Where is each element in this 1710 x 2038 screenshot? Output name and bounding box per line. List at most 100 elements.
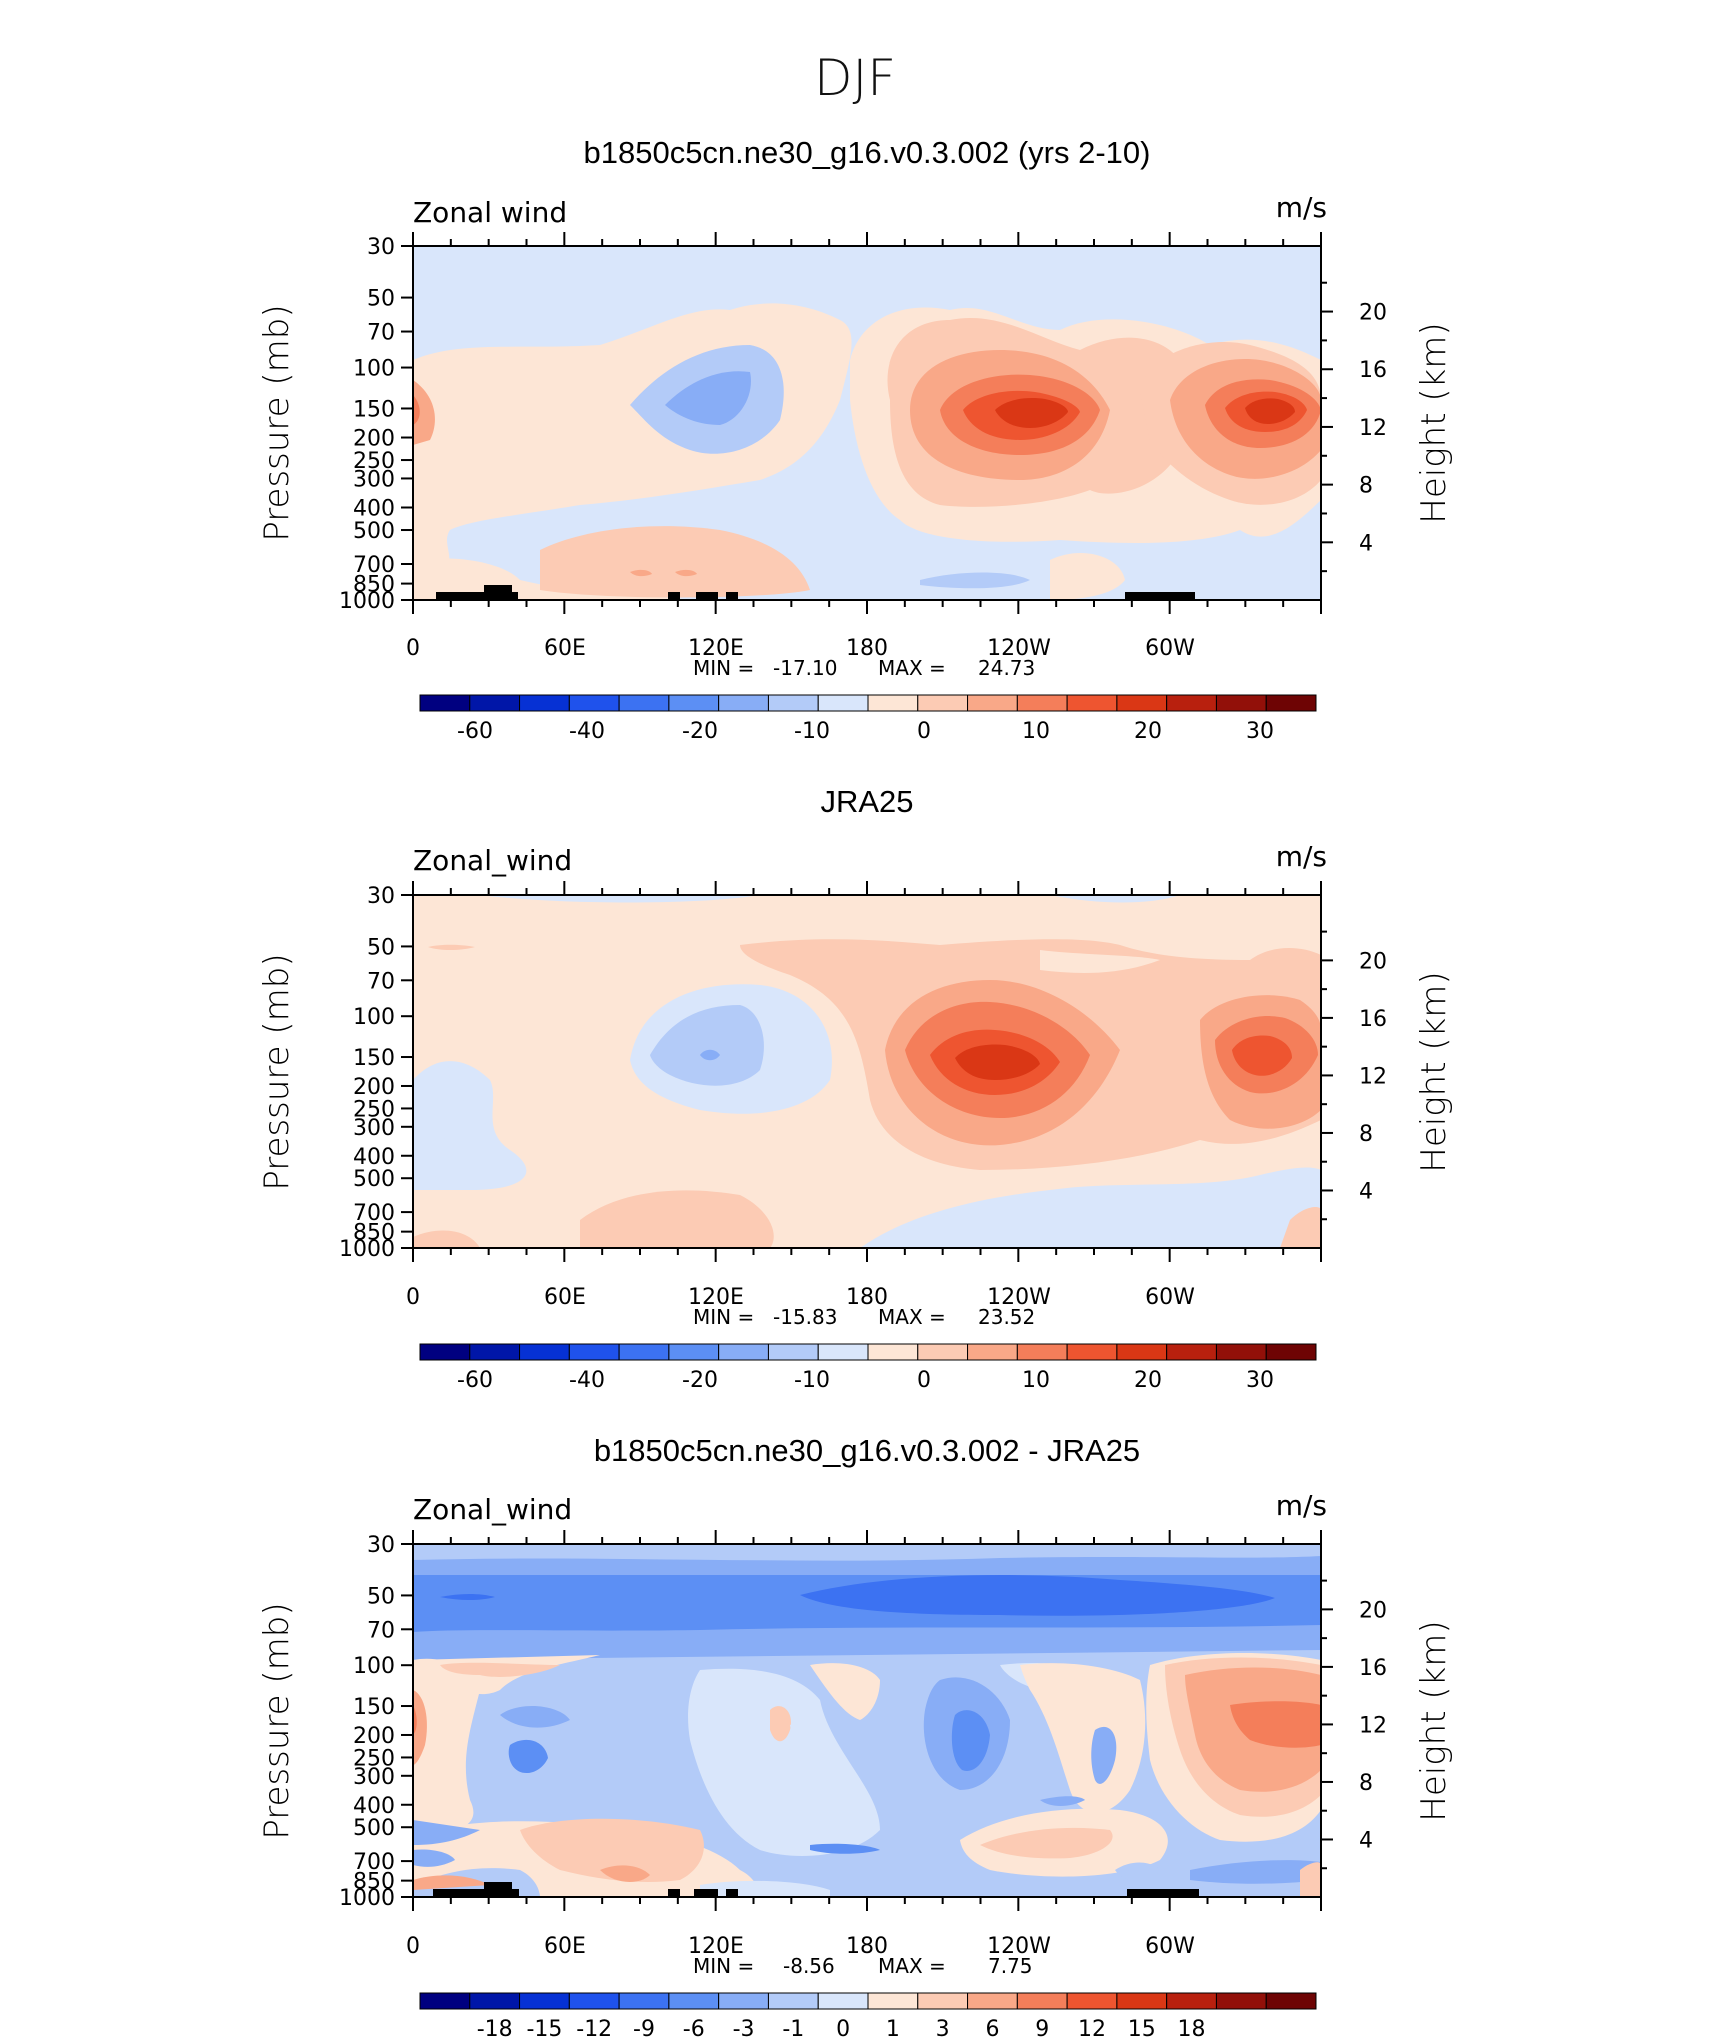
colorbar-label: -3 [733,2017,755,2038]
x-tick-marks [412,1530,1322,1911]
colorbar-swatch [967,1343,1018,1361]
colorbar-swatch [917,694,969,712]
y-tick-label: 700 [353,1850,395,1875]
variable-label: Zonal wind [413,196,567,229]
x-tick-label: 60W [1145,1285,1195,1310]
colorbar-swatch [1166,1343,1217,1361]
colorbar-swatch [1265,1992,1317,2010]
y-tick-marks [401,894,413,1249]
colorbar-label: -12 [576,2017,612,2038]
colorbar-swatch [469,1992,521,2010]
colorbar-swatch [1116,1343,1168,1361]
colorbar-swatch [568,1992,620,2010]
y-tick-label: 850 [353,1221,395,1246]
y-axis-height: 20 16 12 8 4 Height (km) [1321,930,1454,1221]
y-tick-label: 70 [367,969,395,994]
y-tick-label: 400 [353,1145,395,1170]
y-tick-label: 300 [353,1116,395,1141]
y-tick-label: 150 [353,1695,395,1720]
y-tick-label: 400 [353,1794,395,1819]
x-tick-marks [412,232,1322,614]
colorbar-label: -6 [683,2017,705,2038]
colorbar-label: -15 [526,2017,562,2038]
y2-tick-labels: 20 16 12 8 4 [1359,1598,1387,1853]
y2-tick-label: 8 [1359,474,1373,499]
y-tick-label: 1000 [339,1237,395,1262]
y2-tick-label: 4 [1359,1179,1373,1204]
colorbar-swatch [917,1343,969,1361]
page-title: DJF [814,49,896,107]
colorbar-swatch [668,694,720,712]
colorbar-label: 18 [1178,2017,1206,2038]
x-tick-label: 60E [544,636,586,661]
colorbar-swatch [817,694,869,712]
y-tick-label: 150 [353,397,395,422]
max-value: 23.52 [978,1305,1035,1329]
max-label: MAX = [878,1305,946,1329]
y2-axis-label: Height (km) [1414,971,1454,1172]
x-tick-label: 120E [688,1285,744,1310]
colorbar-swatch [718,694,769,712]
y2-tick-label: 20 [1359,1598,1387,1623]
y2-tick-label: 16 [1359,1656,1387,1681]
y2-tick-labels: 20 16 12 8 4 [1359,301,1387,557]
units-label: m/s [1276,1489,1327,1522]
colorbar-label: -40 [569,1368,605,1393]
colorbar-swatch [1066,694,1118,712]
colorbar-label: 10 [1022,1368,1050,1393]
y-tick-marks [401,1543,413,1898]
contour-field [413,1544,1321,1897]
y2-tick-label: 12 [1359,1713,1387,1738]
y2-tick-labels: 20 16 12 8 4 [1359,949,1387,1204]
y-axis-label: Pressure (mb) [257,304,297,541]
colorbar-swatch [1215,694,1267,712]
x-tick-label: 180 [846,636,888,661]
colorbar-swatch [867,1343,919,1361]
y2-tick-label: 16 [1359,1007,1387,1032]
colorbar-label: 6 [985,2017,999,2038]
colorbar-label: 1 [886,2017,900,2038]
y2-tick-label: 12 [1359,416,1387,441]
y-tick-label: 250 [353,1097,395,1122]
colorbar-labels: -18 -15 -12 -9 -6 -3 -1 0 1 3 6 9 12 15 18 [477,2017,1206,2038]
x-tick-label: 120E [688,1934,744,1959]
colorbar-swatch [767,694,819,712]
x-tick-label: 120W [987,1934,1051,1959]
x-tick-label: 60W [1145,636,1195,661]
y-tick-label: 700 [353,1201,395,1226]
y-axis-label: Pressure (mb) [257,953,297,1190]
colorbar-swatch [1016,1992,1068,2010]
x-axis: 0 60E 120E 180 120W 60W [406,232,1322,661]
colorbar-swatch [718,1343,769,1361]
colorbar-swatch [1016,694,1068,712]
panel-difference: b1850c5cn.ne30_g16.v0.3.002 - JRA25 Zona… [257,1433,1454,2038]
y2-tick-label: 20 [1359,301,1387,326]
y-tick-label: 30 [367,1533,395,1558]
colorbar-swatch [568,694,620,712]
x-tick-label: 60W [1145,1934,1195,1959]
max-label: MAX = [878,656,946,680]
x-tick-label: 180 [846,1285,888,1310]
colorbar-swatch [1215,1343,1267,1361]
colorbar [419,1343,1317,1361]
x-tick-label: 60E [544,1285,586,1310]
colorbar-label: -60 [457,1368,493,1393]
x-tick-label: 0 [406,636,420,661]
y-tick-label: 30 [367,884,395,909]
min-value: -15.83 [773,1305,837,1329]
y-tick-label: 700 [353,553,395,578]
colorbar-swatch [1265,1343,1317,1361]
y2-axis-label: Height (km) [1414,1620,1454,1821]
x-axis: 0 60E 120E 180 120W 60W [406,1530,1322,1959]
colorbar-label: 30 [1246,719,1274,744]
panel-model: b1850c5cn.ne30_g16.v0.3.002 (yrs 2-10) Z… [257,135,1454,744]
y-tick-label: 850 [353,573,395,598]
y-tick-label: 70 [367,321,395,346]
x-tick-label: 0 [406,1934,420,1959]
y-tick-label: 30 [367,235,395,260]
y-tick-label: 500 [353,1167,395,1192]
colorbar-label: -60 [457,719,493,744]
min-label: MIN = [693,1305,754,1329]
